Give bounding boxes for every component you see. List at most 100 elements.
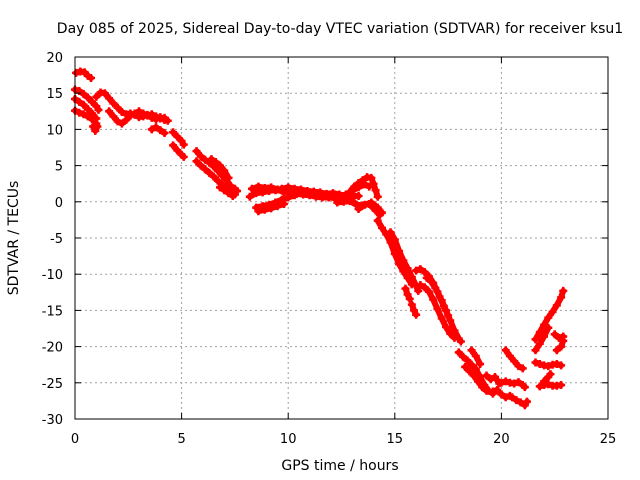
segment-35-point-0 — [497, 378, 506, 387]
segment-40 — [531, 358, 566, 371]
segment-39-band — [532, 324, 552, 354]
segment-29-point-2 — [431, 283, 440, 292]
segment-14-point-1 — [220, 186, 229, 195]
segment-7-point-9 — [143, 111, 152, 120]
y-tick-label-15: 15 — [46, 87, 63, 102]
segment-7-point-1 — [109, 112, 118, 121]
segment-18-point-2 — [267, 204, 276, 213]
segment-20-point-7 — [371, 186, 380, 195]
segment-28-point-6 — [441, 323, 450, 332]
segment-7-point-0 — [105, 107, 114, 116]
segment-7-point-4 — [122, 115, 131, 124]
x-tick-label-25: 25 — [600, 432, 617, 447]
y-tick-labels: -30 -25 -20 -15 -10 -5 0 5 10 15 20 — [42, 51, 63, 428]
segment-1 — [72, 67, 95, 82]
segment-18-point-4 — [279, 199, 288, 208]
segment-28-point-7 — [446, 329, 455, 338]
segment-29-point-4 — [439, 302, 448, 311]
segment-25-point-0 — [401, 284, 410, 293]
segment-20-point-5 — [367, 173, 376, 182]
segment-16-point-4 — [273, 185, 282, 194]
segment-35-point-4 — [514, 378, 523, 387]
segment-38-point-0 — [531, 335, 540, 344]
segment-22 — [354, 198, 387, 217]
segment-22-point-2 — [367, 198, 376, 207]
segment-7-point-2 — [113, 117, 122, 126]
segment-27-point-0 — [412, 266, 421, 275]
y-tick-label-20: 20 — [46, 51, 63, 66]
segment-28-point-8 — [450, 333, 459, 342]
segment-38 — [531, 286, 568, 344]
segment-22-point-0 — [354, 205, 363, 214]
segment-7-point-3 — [117, 119, 126, 128]
segment-42-point-0 — [550, 330, 559, 339]
segment-27-point-1 — [416, 265, 425, 274]
segment-44-point-0 — [540, 377, 549, 386]
segment-38-point-1 — [535, 328, 544, 337]
segment-28-point-4 — [433, 304, 442, 313]
segment-26-point-2 — [412, 310, 421, 319]
segment-13-point-1 — [211, 157, 220, 166]
segment-31 — [461, 362, 491, 395]
segment-35-point-3 — [510, 379, 519, 388]
segment-6-point-2 — [100, 89, 109, 98]
segment-16-point-3 — [267, 183, 276, 192]
segment-3-point-3 — [83, 105, 92, 114]
segment-7-point-5 — [126, 111, 135, 120]
segment-35-point-1 — [501, 377, 510, 386]
segment-23-point-1 — [378, 223, 387, 232]
segment-5-point-1 — [91, 126, 100, 135]
segment-9-point-1 — [173, 132, 182, 141]
segment-2-point-4 — [88, 97, 97, 106]
segment-39-point-2 — [540, 332, 549, 341]
segment-22-point-1 — [360, 200, 369, 209]
y-tick-label--25: -25 — [42, 377, 63, 392]
segment-21-point-3 — [360, 180, 369, 189]
segment-12-point-3 — [205, 168, 214, 177]
segment-38-point-7 — [559, 286, 568, 295]
segment-2-point-2 — [79, 89, 88, 98]
segment-14-point-0 — [215, 183, 224, 192]
segment-28-point-0 — [416, 281, 425, 290]
segment-28 — [416, 281, 459, 342]
segment-30-point-0 — [454, 348, 463, 357]
segment-40-point-3 — [544, 362, 553, 371]
x-tick-label-15: 15 — [387, 432, 404, 447]
segment-32 — [467, 346, 485, 368]
segment-8-point-3 — [160, 129, 169, 138]
segment-24-point-0 — [386, 228, 395, 237]
segment-42 — [550, 330, 568, 342]
segment-10-point-1 — [173, 146, 182, 155]
segment-7 — [105, 107, 172, 128]
segment-3-point-1 — [75, 97, 84, 106]
segment-29 — [422, 273, 453, 320]
segment-39 — [531, 323, 553, 355]
y-axis-label: SDTVAR / TECUs — [6, 181, 22, 296]
segment-42-point-1 — [554, 333, 563, 342]
segment-30-point-1 — [459, 352, 468, 361]
segment-18-point-3 — [273, 202, 282, 211]
segment-11-point-1 — [196, 152, 205, 161]
segment-7-point-11 — [152, 112, 161, 121]
segment-41-point-5 — [557, 380, 566, 389]
segment-32-point-2 — [476, 359, 485, 368]
segment-33-point-2 — [491, 373, 500, 382]
segment-15-point-17 — [354, 192, 363, 201]
segment-14-point-2 — [224, 189, 233, 198]
segment-15-point-0 — [245, 192, 254, 201]
y-tick-label-0: 0 — [55, 196, 63, 211]
segment-6-point-4 — [109, 99, 118, 108]
segment-9-point-3 — [179, 140, 188, 149]
segment-33-point-0 — [482, 371, 491, 380]
segment-40-point-6 — [557, 361, 566, 370]
segment-24-point-3 — [399, 256, 408, 265]
segment-27-point-11 — [456, 337, 465, 346]
segment-28-point-3 — [429, 295, 438, 304]
segment-24-point-2 — [395, 247, 404, 256]
segment-32-point-1 — [471, 352, 480, 361]
segment-31-point-0 — [461, 362, 470, 371]
segment-13-point-2 — [215, 161, 224, 170]
segment-13-point-0 — [207, 155, 216, 164]
segment-30-point-4 — [471, 365, 480, 374]
y-tick-label--30: -30 — [42, 413, 63, 428]
